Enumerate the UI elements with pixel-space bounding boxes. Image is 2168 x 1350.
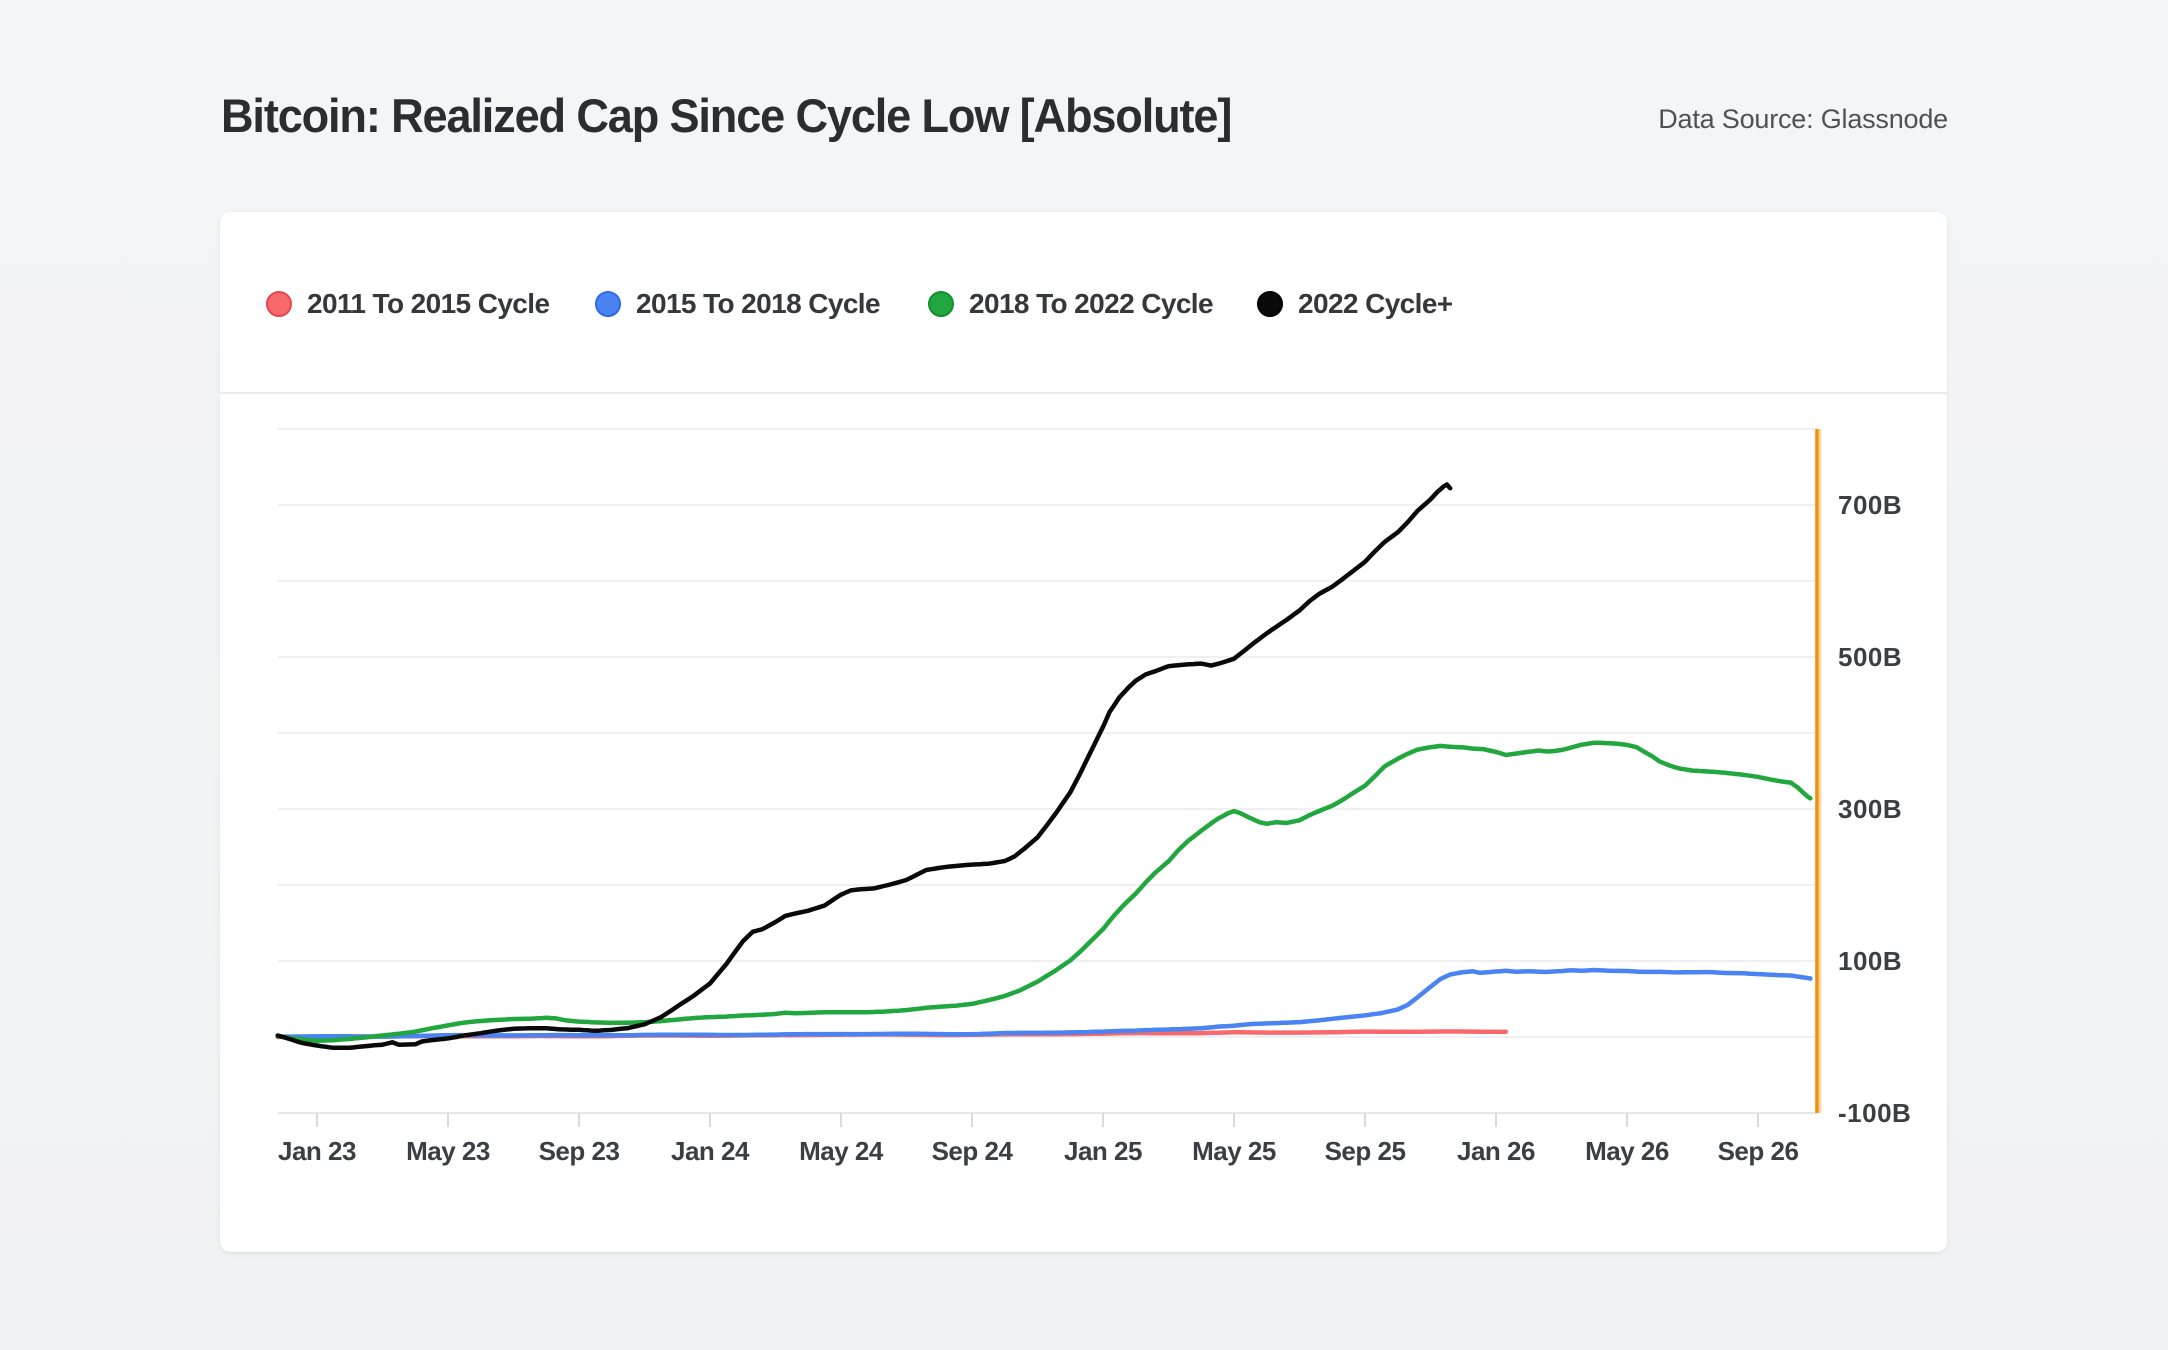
page-title: Bitcoin: Realized Cap Since Cycle Low [A…	[221, 89, 1232, 142]
x-axis-label: Jan 24	[671, 1136, 750, 1166]
chart-legend: 2011 To 2015 Cycle 2015 To 2018 Cycle 20…	[220, 212, 1947, 392]
x-axis-label: Jan 25	[1064, 1136, 1142, 1166]
y-axis-label: 100B	[1838, 946, 1902, 976]
legend-swatch-black	[1257, 291, 1283, 317]
x-axis-label: May 23	[406, 1136, 490, 1166]
legend-item-label: 2018 To 2022 Cycle	[969, 288, 1214, 319]
x-axis-label: May 26	[1585, 1136, 1669, 1166]
x-axis-label: Jan 23	[278, 1136, 356, 1166]
y-axis-label: -100B	[1838, 1098, 1911, 1128]
series-line-2015-to-2018-cycle	[275, 967, 1813, 1039]
series-line-2018-to-2022-cycle	[275, 740, 1813, 1043]
y-axis-label: 700B	[1838, 490, 1902, 520]
legend-swatch-blue	[595, 291, 621, 317]
x-axis-label: Sep 23	[539, 1136, 620, 1166]
legend-swatch-green	[928, 291, 954, 317]
legend-item-label: 2015 To 2018 Cycle	[636, 288, 881, 319]
x-axis-label: Sep 25	[1325, 1136, 1406, 1166]
legend-item-2015-2018[interactable]: 2015 To 2018 Cycle	[595, 287, 881, 321]
x-axis-label: Sep 24	[932, 1136, 1014, 1166]
legend-item-2011-2015[interactable]: 2011 To 2015 Cycle	[266, 287, 550, 321]
x-axis-label: May 24	[799, 1136, 884, 1166]
data-source-label: Data Source: Glassnode	[1658, 104, 1948, 134]
x-axis-label: May 25	[1192, 1136, 1276, 1166]
y-axis-label: 500B	[1838, 642, 1902, 672]
legend-swatch-red	[266, 291, 292, 317]
legend-item-label: 2022 Cycle+	[1298, 288, 1453, 319]
x-axis-label: Jan 26	[1457, 1136, 1535, 1166]
x-axis-label: Sep 26	[1718, 1136, 1799, 1166]
legend-divider	[220, 392, 1947, 394]
y-axis: 700B 500B 300B 100B -100B	[1838, 490, 1911, 1128]
x-axis: Jan 23 May 23 Sep 23 Jan 24 May 24 Sep 24 Jan …	[278, 1113, 1799, 1166]
legend-item-label: 2011 To 2015 Cycle	[307, 288, 550, 319]
y-axis-label: 300B	[1838, 794, 1902, 824]
legend-item-2018-2022[interactable]: 2018 To 2022 Cycle	[928, 287, 1214, 321]
gridlines	[278, 428, 1817, 1114]
series-line-2022-cycle	[275, 482, 1453, 1051]
legend-item-2022plus[interactable]: 2022 Cycle+	[1257, 287, 1453, 321]
